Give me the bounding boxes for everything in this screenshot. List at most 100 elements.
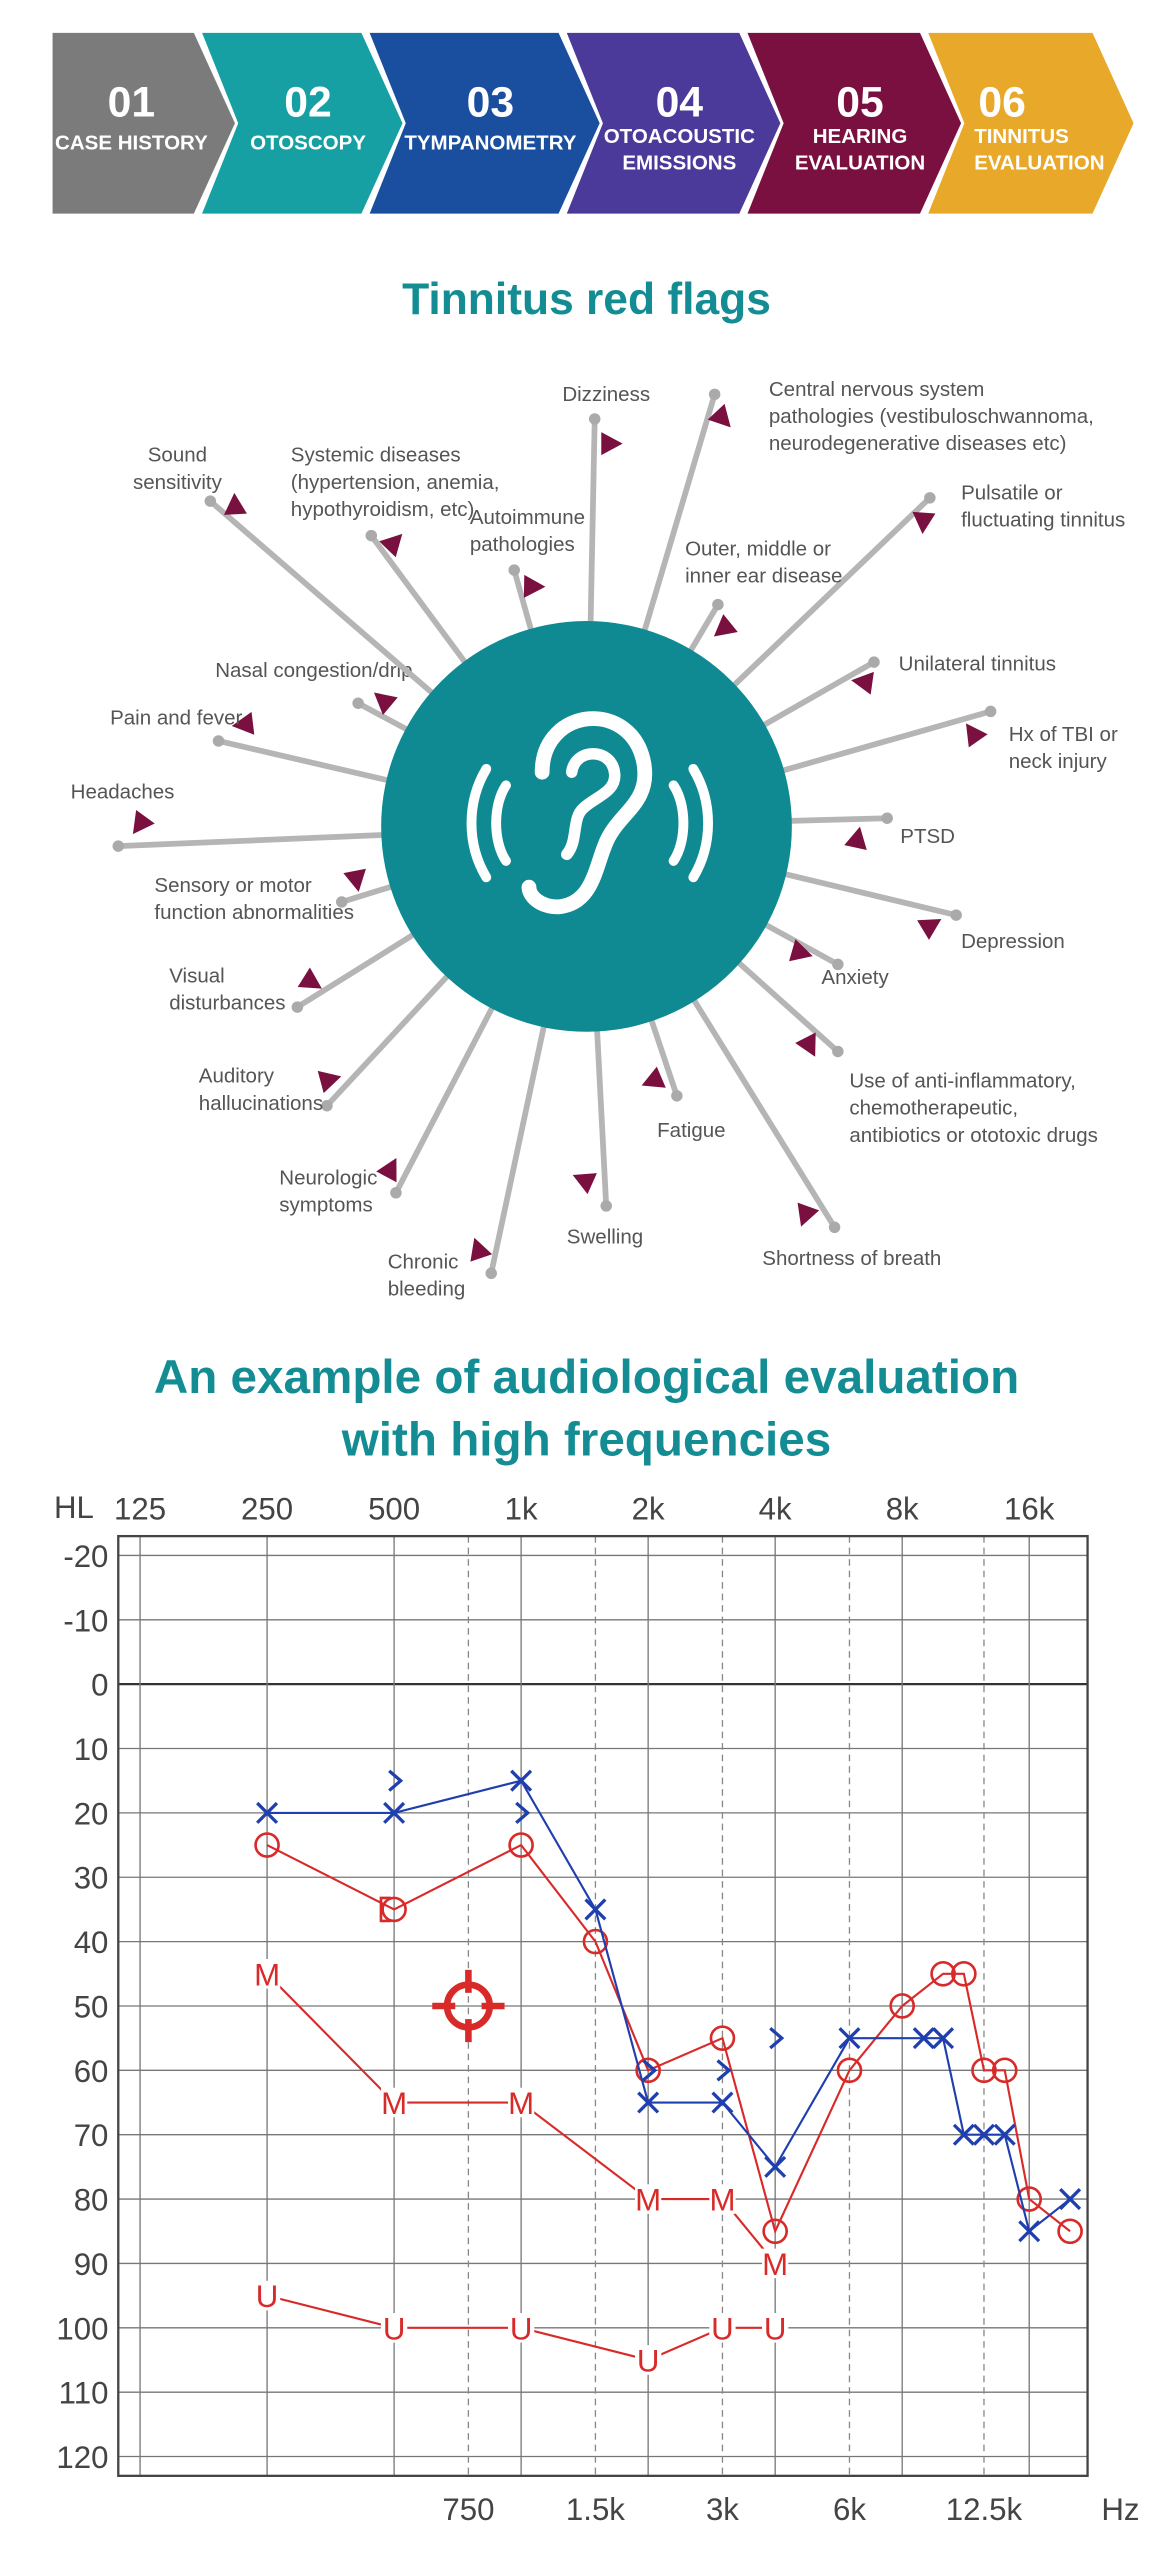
data-point [769,2027,785,2050]
ear-inner [561,748,621,861]
data-point: M [381,2086,407,2121]
step-label: EVALUATION [795,151,925,174]
x-tick-label: 6k [833,2492,866,2527]
x-axis-label: Hz [1101,2492,1139,2527]
sound-wave [491,780,511,866]
spoke-dot [508,564,520,576]
marker-bg [380,2313,408,2343]
marker-bg [762,2248,789,2279]
step-number: 02 [284,79,332,127]
marker-bracket [515,1801,531,1824]
x-tick-label: 1.5k [566,2492,625,2527]
spoke-dot [832,1045,844,1058]
data-point [1018,2220,1041,2243]
flag-label: Auditory [199,1065,275,1088]
spoke-dot [671,1090,683,1102]
spoke-dot [950,909,962,921]
marker-bg [253,2280,281,2311]
marker-circle [508,1832,534,1858]
flag-label: (hypertension, anemia, [291,471,500,494]
flag-label: Unilateral tinnitus [899,652,1056,675]
flag-label: Pulsatile or [961,481,1063,504]
flag-label: Pain and fever [110,707,242,730]
step-label: EMISSIONS [622,151,736,174]
y-tick-label: 50 [74,1989,109,2024]
marker-bg [762,2313,789,2343]
marker-bracket [642,2059,658,2082]
x-tick-label: 3k [706,2492,739,2527]
hub-circle [381,621,792,1032]
marker-bg [709,2184,736,2214]
step-arrow [202,32,403,214]
marker-bracket [716,2059,732,2082]
marker-circle [991,2057,1018,2084]
marker-stroke [584,1898,607,1921]
flag-label: bleeding [388,1277,466,1300]
marker-stroke [711,2091,734,2114]
data-point: M [254,1957,280,1992]
flag-label: sensitivity [133,471,223,494]
spoke-dot [868,656,880,668]
data-point [432,1969,505,2043]
data-point: U [764,2311,787,2346]
ear-icon [466,711,713,915]
flag-label: inner ear disease [685,564,842,587]
flag-marker [851,671,874,695]
marker-circle [1016,2186,1043,2212]
data-point [972,2123,995,2146]
flag-label: Hx of TBI or [1009,723,1118,746]
step-number: 06 [978,79,1026,127]
step-label: EVALUATION [974,151,1104,174]
flag-label: disturbances [169,992,285,1015]
spoke-dot [485,1267,497,1280]
marker-stroke [1018,2220,1041,2243]
step-label: OTOACOUSTIC [604,125,755,148]
data-point [951,1960,977,1987]
flag-label: Shortness of breath [762,1247,941,1270]
data-point: M [508,2086,534,2121]
data-point [515,1801,531,1824]
flag-marker [223,492,247,515]
sound-wave [466,763,492,883]
marker-circle [709,2025,736,2051]
data-point [912,2027,935,2050]
data-point [582,1928,609,1955]
data-point [838,2027,861,2050]
ear-outline [521,711,653,915]
flag-marker [601,432,623,456]
flag-marker [343,868,366,892]
marker-circle [254,1832,280,1858]
spoke-dot [204,495,217,507]
y-tick-label: -10 [63,1603,108,1638]
data-point: M [635,2183,661,2218]
flag-label: Fatigue [657,1119,725,1142]
flag-label: Swelling [567,1226,643,1249]
data-point [584,1898,607,1921]
data-point [709,2025,736,2051]
data-point [971,2057,997,2084]
flag-marker [917,919,942,940]
flag-marker [713,614,738,637]
data-point [383,1801,406,1824]
marker-bracket [769,2027,785,2050]
marker-stroke [1059,2188,1082,2211]
audiogram: -20 -10 0 10 20 30 40 50 60 70 80 90 100 110 120 125 250… [56,1492,1089,2527]
flag-label: Visual [169,964,225,987]
marker-bg [635,2184,662,2214]
flag-marker [797,1202,820,1227]
y-tick-label: 60 [74,2054,109,2089]
data-point [379,1896,391,1923]
data-point [256,1801,279,1824]
flag-label: function abnormalities [154,901,354,924]
data-point [388,1769,404,1792]
y-tick-label: 70 [74,2118,109,2153]
marker-circle [635,2057,661,2084]
data-point [510,1769,533,1792]
marker-bg [635,2345,662,2375]
flag-label: Neurologic [279,1167,377,1190]
flag-label: antibiotics or ototoxic drugs [849,1124,1098,1147]
x-tick-label: 500 [368,1492,420,1527]
data-point [1057,2218,1083,2245]
flag-label: pathologies (vestibuloschwannoma, [769,405,1094,428]
